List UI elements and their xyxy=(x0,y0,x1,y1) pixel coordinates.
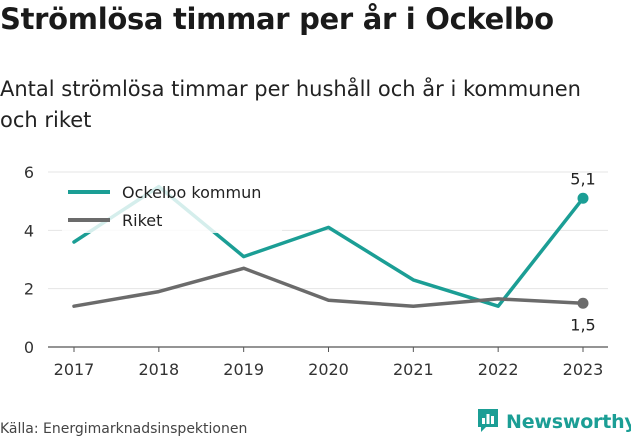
y-tick-label: 0 xyxy=(24,338,34,357)
brand-name: Newsworthy xyxy=(506,411,631,433)
x-tick-label: 2020 xyxy=(308,360,349,379)
data-label-riket-2023: 1,5 xyxy=(570,315,595,334)
x-tick-label: 2018 xyxy=(138,360,179,379)
legend-background xyxy=(62,178,282,233)
line-chart: Ockelbo kommun Riket 5,1 1,5 0 2 4 6 2017 2018 2… xyxy=(24,163,608,379)
legend-label: Riket xyxy=(122,211,162,230)
x-tick-label: 2022 xyxy=(478,360,519,379)
series-line-riket xyxy=(72,266,585,308)
x-tick-label: 2017 xyxy=(54,360,95,379)
y-tick-label: 4 xyxy=(24,221,34,240)
series-end-point xyxy=(577,192,589,204)
x-tick-label: 2019 xyxy=(223,360,264,379)
source-note: Källa: Energimarknadsinspektionen xyxy=(0,421,248,437)
brand-logo: Newsworthy xyxy=(476,408,631,436)
legend-label: Ockelbo kommun xyxy=(122,183,261,202)
x-tick-label: 2023 xyxy=(563,360,604,379)
page-subtitle: Antal strömlösa timmar per hushåll och å… xyxy=(0,77,581,132)
page-title: Strömlösa timmar per år i Ockelbo xyxy=(0,2,554,36)
bar-chart-icon xyxy=(476,407,500,437)
y-tick-label: 2 xyxy=(24,280,34,299)
data-label-ockelbo-2023: 5,1 xyxy=(570,169,595,188)
y-tick-label: 6 xyxy=(24,163,34,182)
series-end-point xyxy=(577,297,589,309)
x-tick-label: 2021 xyxy=(393,360,434,379)
